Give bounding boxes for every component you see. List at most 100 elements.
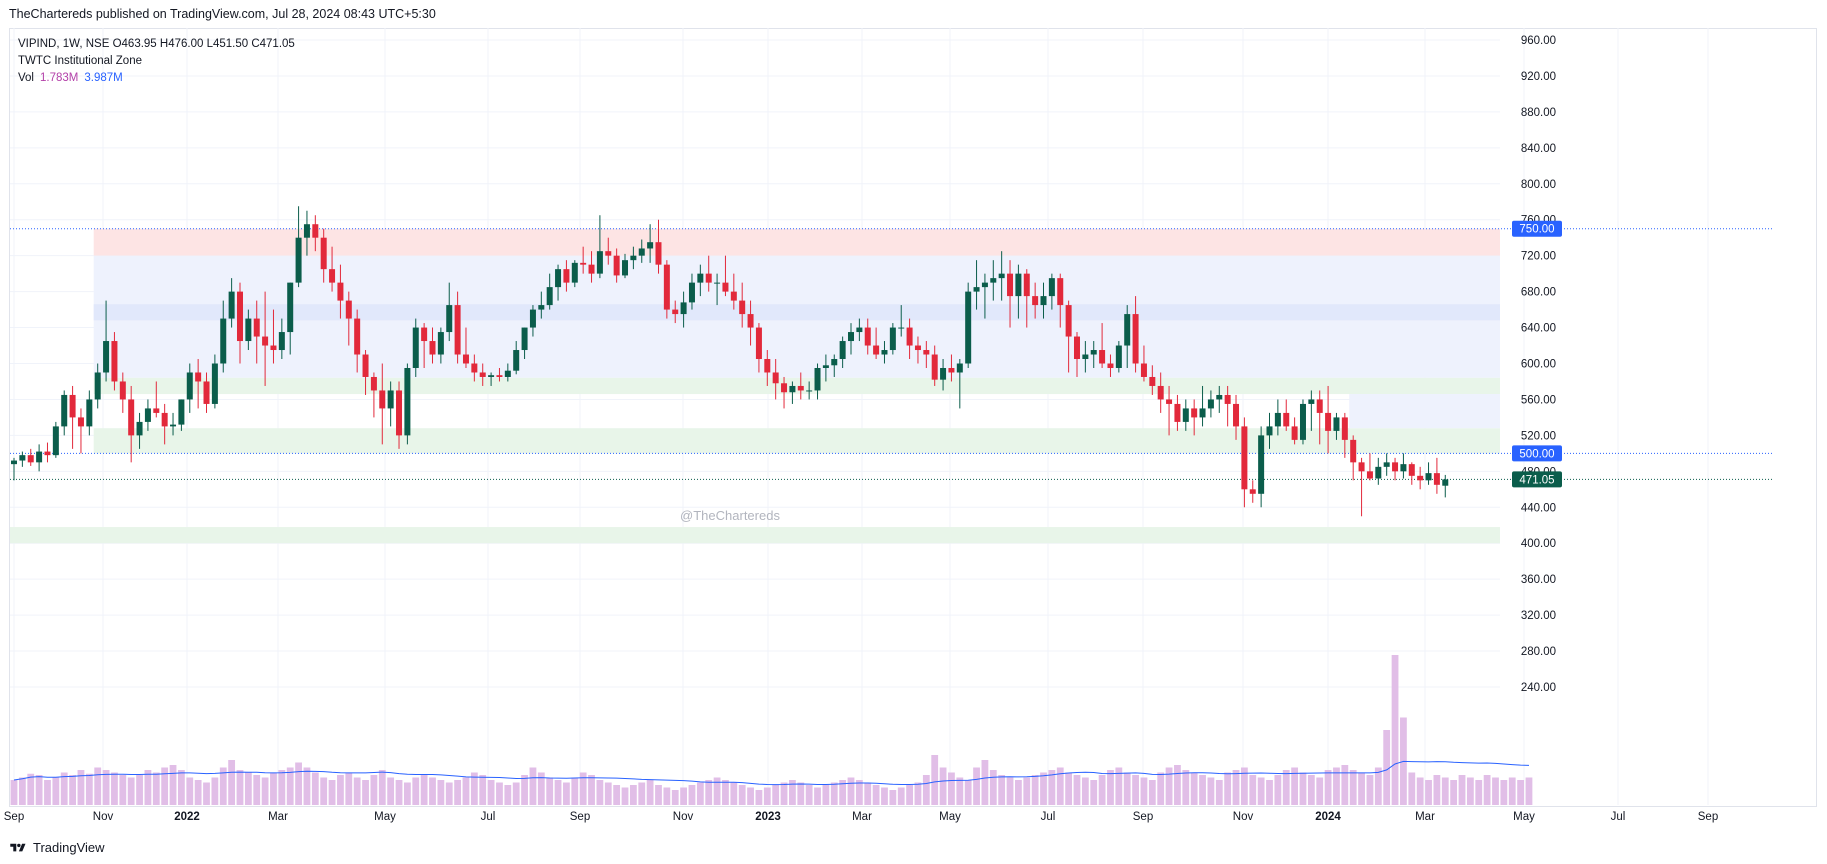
candle-body [697,273,704,283]
candle-body [27,455,34,463]
volume-bar [387,777,395,805]
candle [253,300,260,364]
candle [1417,466,1424,490]
volume-bar [1441,777,1449,805]
candle [270,309,277,364]
candle [69,385,76,449]
volume-bar [529,767,537,805]
volume-bar [872,785,880,805]
volume-bar [1174,765,1181,805]
volume-bar [1425,780,1432,805]
time-tick-label: May [374,811,396,823]
volume-bar [663,787,671,805]
volume-bar [1299,772,1307,805]
candle-body [1191,408,1198,418]
candle-body [1073,336,1080,360]
volume-bar [604,782,612,805]
candle [1350,435,1357,481]
candle [1442,474,1449,498]
candle [647,224,654,263]
candle [337,264,344,319]
candle-body [596,251,603,274]
chart-frame[interactable] [9,28,1817,807]
volume-bar [211,777,219,805]
volume-bar [203,782,210,805]
candle [303,210,310,256]
volume-bar [1098,775,1106,805]
candle [1333,412,1340,440]
candle-body [747,314,754,328]
time-tick-label: May [939,811,961,823]
candle [437,327,444,364]
volume-bar [747,787,754,805]
volume-bar [1433,775,1441,805]
volume-bar [847,777,855,805]
candle [86,390,93,436]
price-tick-label: 560.00 [1521,394,1556,406]
volume-legend[interactable]: Vol 1.783M 3.987M [18,70,295,87]
volume-bar [10,780,18,805]
volume-bar [1115,767,1123,805]
chart-legend: VIPIND, 1W, NSE O463.95 H476.00 L451.50 … [18,36,295,87]
candle-body [848,332,854,342]
volume-bar [69,775,76,805]
candle [1216,385,1223,413]
institutional-zones [10,228,1501,544]
price-tag-label: 471.05 [1519,474,1554,486]
candle-body [1115,345,1122,368]
candle-body [705,273,712,283]
candle [170,412,177,436]
zone-blue [1349,394,1500,429]
volume-bar [1492,777,1499,805]
time-axis: Sep Nov 2022 Mar May Jul Sep Nov 2023 Mar May Jul Se… [4,811,1718,823]
volume-bar [1383,730,1391,805]
candle-body [1182,408,1189,422]
candle [379,363,386,445]
volume-bar [1048,770,1056,805]
candle-body [446,305,453,333]
volume-value: 1.783M [40,72,79,84]
footer-brand: TradingView [33,840,105,855]
candle-body [889,327,896,351]
candle-body [1325,412,1332,431]
tradingview-footer[interactable]: TradingView [9,836,105,860]
candle-body [613,255,620,276]
volume-bar [722,780,729,805]
price-tick-label: 920.00 [1521,71,1556,83]
candle [923,341,930,368]
candle-body [429,341,436,355]
candle-body [1099,350,1106,364]
candle-body [1308,399,1315,404]
candle-body [739,300,746,315]
volume-bar [127,777,135,805]
volume-bar [696,782,704,805]
volume-bar [295,762,302,805]
candle [1140,345,1147,382]
candle [1341,412,1348,458]
candle [1157,372,1164,413]
volume-bar [85,773,93,805]
candle-body [839,341,846,360]
candle [1149,365,1156,395]
candle-body [814,367,821,391]
price-tick-label: 960.00 [1521,35,1556,47]
candle [136,412,143,449]
volume-bar [1140,777,1148,805]
volume-pane [10,655,1533,805]
volume-bar [981,760,989,805]
indicator-name[interactable]: TWTC Institutional Zone [18,55,142,67]
volume-bar [144,770,152,805]
candle-body [1375,466,1382,479]
candle [605,237,612,265]
zone-green [93,377,1501,395]
volume-bar [77,770,85,805]
volume-bar [1391,655,1399,805]
volume-bar [178,770,185,805]
volume-bar [1249,775,1257,805]
candle [462,327,469,368]
volume-bar [1031,775,1039,805]
candle [931,345,938,386]
candle-body [454,305,461,355]
candle-body [245,318,252,342]
